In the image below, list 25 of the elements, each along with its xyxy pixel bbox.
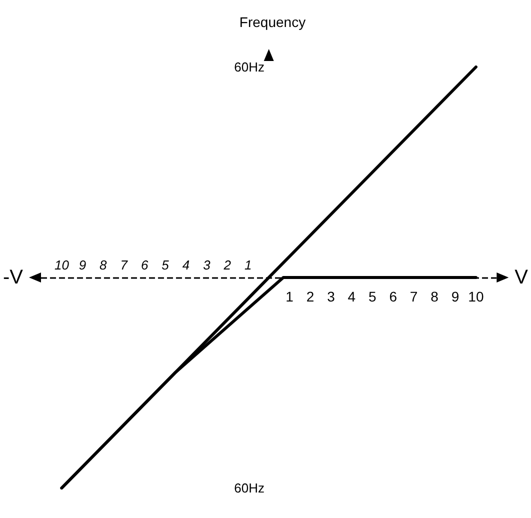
x2-tick-label: 7 — [120, 258, 128, 272]
x2-tick-label: 6 — [140, 258, 149, 272]
x2-tick-label: 10 — [54, 258, 70, 272]
x-tick-label: 9 — [451, 288, 460, 304]
x2-tick-label: 4 — [182, 258, 190, 272]
x-axis-title: V — [514, 266, 529, 288]
x2-tick-label: 8 — [100, 258, 108, 272]
x2-tick-label: 5 — [162, 258, 170, 272]
x2-tick-label: 2 — [222, 258, 232, 272]
x2-axis-title: -V — [3, 266, 24, 288]
x-tick-label: 8 — [430, 288, 439, 304]
x-tick-label: 6 — [389, 288, 398, 304]
x2-tick-label: 9 — [78, 258, 86, 272]
x-tick-label: 7 — [410, 288, 418, 304]
y-axis-title: Frequency — [239, 14, 306, 30]
x-tick-label: 4 — [348, 288, 356, 304]
x2-tick-label: 1 — [244, 258, 252, 272]
x-tick-label: 1 — [286, 288, 294, 304]
x-tick-label: 2 — [306, 288, 314, 304]
x2-tick-label: 3 — [203, 258, 212, 272]
x-tick-label: 5 — [368, 288, 376, 304]
x-tick-label: 10 — [468, 288, 484, 304]
x-tick-label: 3 — [327, 288, 336, 304]
y-tick-label: 60Hz — [234, 480, 264, 496]
y-tick-label: 60Hz — [234, 60, 264, 74]
